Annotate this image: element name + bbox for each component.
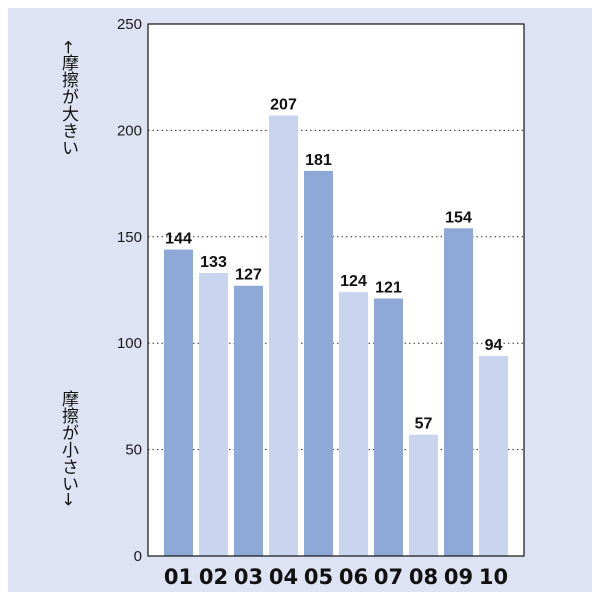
y-tick-label: 200 xyxy=(117,122,142,139)
y-tick-label: 150 xyxy=(117,229,142,246)
bar xyxy=(304,170,333,556)
bars xyxy=(164,115,508,556)
y-tick-label: 250 xyxy=(117,16,142,33)
y-tick-label: 50 xyxy=(125,442,142,459)
x-category-label: 03 xyxy=(234,565,263,589)
bar-value-label: 154 xyxy=(445,209,472,226)
x-category-label: 09 xyxy=(444,565,473,589)
y-tick-label: 0 xyxy=(134,548,142,565)
bar-value-label: 121 xyxy=(375,280,402,297)
plot-border xyxy=(147,23,525,557)
bar xyxy=(164,249,193,556)
bar-value-label: 207 xyxy=(270,97,297,114)
x-category-label: 04 xyxy=(269,565,298,589)
y-tick-label: 100 xyxy=(117,335,142,352)
bar xyxy=(339,292,368,556)
bar-value-label: 124 xyxy=(340,273,367,290)
bar-value-label: 127 xyxy=(235,267,262,284)
x-category-label: 08 xyxy=(409,565,438,589)
bar-value-label: 133 xyxy=(200,254,227,271)
x-category-label: 02 xyxy=(199,565,228,589)
side-label-low-friction: 摩擦が小さい→ xyxy=(58,390,79,506)
bar xyxy=(409,434,438,556)
bar xyxy=(199,272,228,556)
bar xyxy=(374,298,403,556)
x-category-label: 10 xyxy=(479,565,508,589)
x-axis-category-labels: 01 02 03 04 05 06 07 08 09 10 xyxy=(164,565,508,589)
x-category-label: 07 xyxy=(374,565,403,589)
x-category-label: 06 xyxy=(339,565,368,589)
side-label-high-friction: ←摩擦が大きい xyxy=(58,40,79,156)
bar-value-label: 94 xyxy=(485,337,503,354)
x-category-label: 01 xyxy=(164,565,193,589)
bar-value-label: 181 xyxy=(305,152,332,169)
y-axis-tick-labels: 0 50 100 150 200 250 xyxy=(117,16,142,565)
x-category-label: 05 xyxy=(304,565,333,589)
bar xyxy=(479,355,508,556)
bar-value-label: 57 xyxy=(415,416,433,433)
bar xyxy=(269,115,298,556)
bar xyxy=(444,228,473,556)
bar-value-label: 144 xyxy=(165,231,192,248)
data-labels: 144 133 127 207 181 124 121 57 154 94 xyxy=(165,97,502,433)
bar xyxy=(234,285,263,556)
